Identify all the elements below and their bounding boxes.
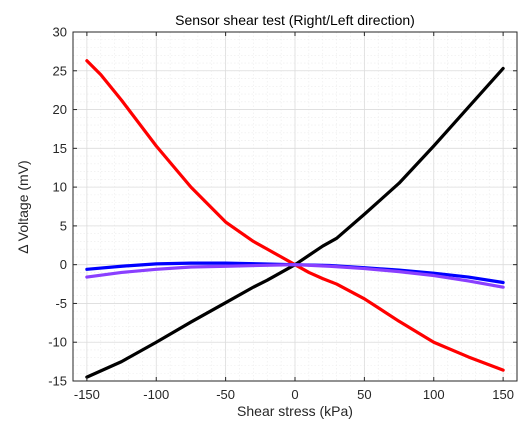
y-tick-label: 5 <box>60 218 67 233</box>
y-tick-label: 0 <box>60 257 67 272</box>
y-tick-label: 20 <box>53 102 67 117</box>
x-tick-label: 100 <box>423 387 445 402</box>
y-tick-label: 30 <box>53 25 67 40</box>
y-axis-ticks: -15 -10 -5 0 5 10 15 20 25 30 <box>48 25 517 389</box>
y-axis-title: Δ Voltage (mV) <box>15 160 31 253</box>
series-layer <box>85 59 505 379</box>
x-tick-label: 0 <box>291 387 298 402</box>
chart-title: Sensor shear test (Right/Left direction) <box>175 12 415 28</box>
x-tick-label: -150 <box>74 387 100 402</box>
x-tick-label: -50 <box>216 387 235 402</box>
x-axis-title: Shear stress (kPa) <box>237 403 353 419</box>
y-tick-label: 15 <box>53 141 67 156</box>
y-tick-label: 25 <box>53 63 67 78</box>
y-tick-label: -10 <box>48 335 67 350</box>
y-tick-label: -5 <box>55 296 67 311</box>
x-axis-ticks: -150 -100 -50 0 50 100 150 <box>74 32 514 402</box>
series-line-1 <box>85 59 505 372</box>
x-tick-label: 150 <box>492 387 514 402</box>
series-line-4 <box>85 263 505 289</box>
x-tick-label: 50 <box>357 387 371 402</box>
y-tick-label: 10 <box>53 180 67 195</box>
x-tick-label: -100 <box>143 387 169 402</box>
y-tick-label: -15 <box>48 374 67 389</box>
